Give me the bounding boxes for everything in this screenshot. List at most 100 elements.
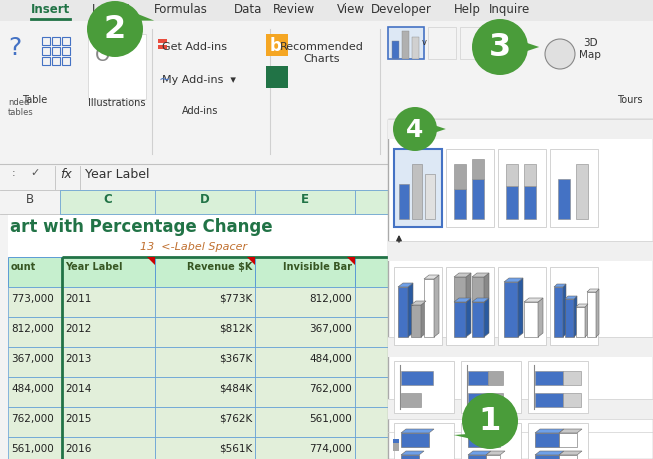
- Bar: [158, 40, 167, 44]
- Bar: [394, 361, 454, 413]
- Text: 762,000: 762,000: [11, 413, 54, 423]
- Bar: [535, 371, 563, 385]
- Bar: [401, 455, 419, 459]
- Bar: [0, 165, 653, 190]
- Text: Year Label: Year Label: [65, 262, 123, 271]
- Text: 484,000: 484,000: [11, 383, 54, 393]
- Bar: [393, 443, 399, 451]
- Text: 2-D Column: 2-D Column: [394, 123, 466, 133]
- Bar: [62, 407, 155, 437]
- Text: ?: ?: [8, 36, 22, 60]
- Bar: [62, 347, 155, 377]
- Bar: [559, 455, 577, 459]
- Text: Review: Review: [273, 3, 315, 16]
- Polygon shape: [585, 304, 588, 337]
- Bar: [42, 38, 50, 46]
- Bar: [468, 393, 488, 407]
- Text: C: C: [103, 193, 112, 206]
- Text: O: O: [95, 46, 110, 65]
- Text: Help: Help: [454, 3, 481, 16]
- Bar: [563, 371, 581, 385]
- Bar: [399, 185, 409, 219]
- Bar: [524, 187, 536, 219]
- Polygon shape: [447, 257, 455, 265]
- Text: 561,000: 561,000: [310, 413, 352, 423]
- Polygon shape: [587, 289, 599, 292]
- Text: Developer: Developer: [370, 3, 432, 16]
- Bar: [454, 302, 466, 337]
- Text: 812,000: 812,000: [310, 293, 352, 303]
- Bar: [528, 423, 588, 459]
- Bar: [62, 38, 70, 46]
- Bar: [60, 190, 155, 214]
- Bar: [355, 407, 455, 437]
- Text: 3-D Bar: 3-D Bar: [394, 402, 441, 412]
- Text: 278,000: 278,000: [409, 383, 452, 393]
- Text: 39,000: 39,000: [416, 293, 452, 303]
- Text: $762K: $762K: [219, 413, 252, 423]
- Bar: [155, 437, 255, 459]
- Bar: [528, 361, 588, 413]
- Bar: [424, 280, 434, 337]
- Bar: [550, 268, 598, 345]
- Polygon shape: [484, 274, 489, 302]
- Bar: [255, 317, 355, 347]
- Bar: [472, 160, 484, 179]
- Text: 773,000: 773,000: [11, 293, 54, 303]
- Bar: [355, 437, 455, 459]
- Polygon shape: [559, 429, 582, 433]
- Bar: [8, 437, 62, 459]
- Bar: [155, 257, 255, 287]
- Bar: [472, 277, 484, 302]
- Bar: [425, 174, 435, 219]
- Text: Invisible Bar: Invisible Bar: [283, 262, 352, 271]
- Polygon shape: [147, 257, 155, 265]
- Bar: [468, 455, 486, 459]
- Polygon shape: [434, 275, 439, 337]
- Polygon shape: [454, 274, 471, 277]
- Bar: [576, 308, 585, 337]
- Bar: [8, 287, 62, 317]
- Polygon shape: [524, 298, 543, 302]
- Text: (445,000): (445,000): [401, 323, 452, 333]
- Bar: [62, 257, 155, 287]
- Text: F: F: [401, 193, 409, 206]
- Bar: [472, 302, 484, 337]
- Bar: [8, 347, 62, 377]
- Text: Data: Data: [234, 3, 263, 16]
- Bar: [155, 377, 255, 407]
- Bar: [355, 377, 455, 407]
- Text: Revenue $K: Revenue $K: [187, 262, 252, 271]
- Polygon shape: [472, 298, 489, 302]
- Bar: [401, 371, 433, 385]
- Polygon shape: [468, 451, 491, 455]
- Text: 1: 1: [479, 406, 502, 437]
- Polygon shape: [518, 279, 523, 337]
- Bar: [88, 35, 146, 100]
- Text: 2015: 2015: [65, 413, 91, 423]
- Bar: [461, 423, 521, 459]
- Bar: [388, 28, 424, 60]
- Polygon shape: [535, 429, 564, 433]
- Polygon shape: [596, 289, 599, 337]
- Circle shape: [393, 108, 437, 151]
- Text: 2-D Bar: 2-D Bar: [394, 340, 441, 350]
- Bar: [255, 257, 355, 287]
- Text: 484,000: 484,000: [310, 353, 352, 363]
- Text: View: View: [337, 3, 365, 16]
- Bar: [388, 120, 653, 140]
- Text: fx: fx: [60, 168, 72, 180]
- Bar: [388, 241, 653, 262]
- Polygon shape: [486, 451, 505, 455]
- Polygon shape: [247, 257, 255, 265]
- Text: Insert: Insert: [31, 3, 70, 16]
- Polygon shape: [408, 283, 413, 337]
- Bar: [559, 433, 577, 447]
- Bar: [42, 58, 50, 66]
- Bar: [155, 190, 255, 214]
- Text: Inquire: Inquire: [489, 3, 531, 16]
- Text: 3-D Column: 3-D Column: [394, 245, 466, 254]
- Circle shape: [472, 20, 528, 76]
- Bar: [0, 214, 8, 459]
- Bar: [355, 190, 455, 214]
